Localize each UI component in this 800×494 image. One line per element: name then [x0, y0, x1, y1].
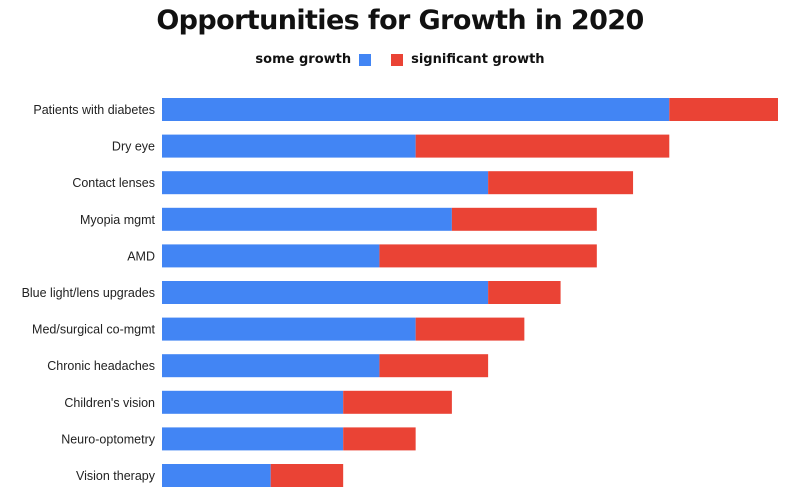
bar-significant-growth-amd: [379, 244, 597, 268]
category-label-amd: AMD: [127, 249, 155, 263]
legend-swatch-significant-growth: [391, 53, 404, 66]
bar-some-growth-amd: [162, 244, 380, 268]
legend-item-significant-growth: significant growth: [391, 52, 545, 67]
category-label-vision-therapy: Vision therapy: [76, 469, 156, 483]
bar-significant-growth-patients-with-diabetes: [669, 98, 778, 121]
legend: some growth significant growth: [0, 52, 800, 67]
bar-some-growth-neuro-optometry: [162, 427, 344, 451]
bar-some-growth-patients-with-diabetes: [162, 98, 670, 121]
bar-some-growth-myopia-mgmt: [162, 207, 452, 231]
bar-some-growth-vision-therapy: [162, 464, 271, 487]
category-label-neuro-optometry: Neuro-optometry: [61, 432, 156, 446]
category-label-myopia-mgmt: Myopia mgmt: [80, 213, 156, 227]
bar-significant-growth-dry-eye: [415, 134, 670, 158]
bar-significant-growth-neuro-optometry: [343, 427, 416, 451]
legend-label-some-growth: some growth: [255, 52, 352, 67]
category-label-blue-light-lens-upgrades: Blue light/lens upgrades: [22, 286, 155, 300]
legend-label-significant-growth: significant growth: [411, 52, 545, 67]
bar-significant-growth-contact-lenses: [488, 171, 634, 195]
category-label-med-surgical-co-mgmt: Med/surgical co-mgmt: [32, 323, 155, 337]
legend-item-some-growth: some growth: [255, 52, 372, 67]
bar-significant-growth-vision-therapy: [270, 464, 344, 487]
bar-significant-growth-chronic-headaches: [379, 354, 489, 378]
bar-significant-growth-children-s-vision: [343, 390, 452, 414]
category-label-patients-with-diabetes: Patients with diabetes: [33, 103, 155, 117]
chart-title: Opportunities for Growth in 2020: [156, 5, 644, 36]
category-label-chronic-headaches: Chronic headaches: [47, 359, 155, 373]
category-label-children-s-vision: Children's vision: [64, 396, 155, 410]
bar-significant-growth-myopia-mgmt: [451, 207, 597, 231]
legend-swatch-some-growth: [359, 53, 372, 66]
category-label-contact-lenses: Contact lenses: [72, 176, 155, 190]
bar-some-growth-children-s-vision: [162, 390, 344, 414]
bar-significant-growth-blue-light-lens-upgrades: [488, 281, 561, 304]
bar-some-growth-med-surgical-co-mgmt: [162, 317, 416, 341]
bar-some-growth-chronic-headaches: [162, 354, 380, 378]
bar-some-growth-dry-eye: [162, 134, 416, 158]
bar-significant-growth-med-surgical-co-mgmt: [415, 317, 525, 341]
bar-some-growth-contact-lenses: [162, 171, 489, 195]
category-label-dry-eye: Dry eye: [112, 140, 155, 154]
bar-some-growth-blue-light-lens-upgrades: [162, 281, 489, 304]
